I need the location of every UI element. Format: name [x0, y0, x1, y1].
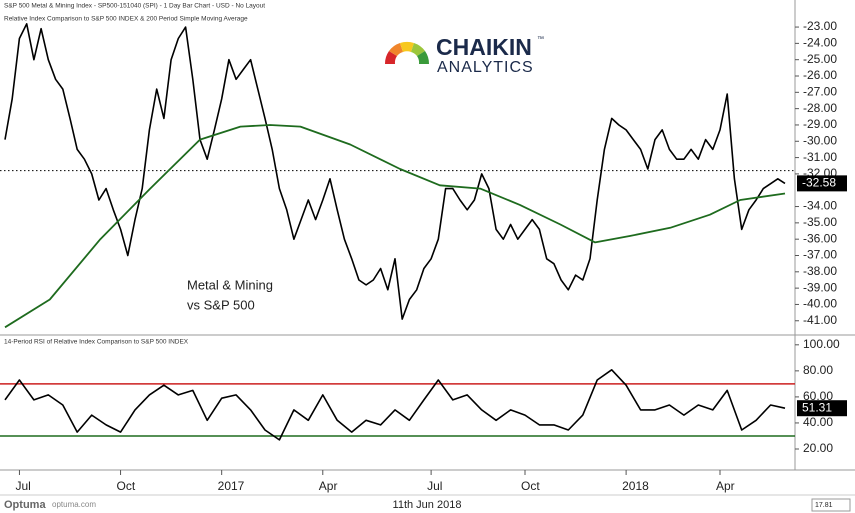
- y-tick-label: -26.00: [803, 68, 837, 82]
- logo-arc: [384, 51, 397, 64]
- x-tick-label: Apr: [319, 479, 338, 493]
- footer-brand: Optuma: [4, 499, 46, 511]
- y-tick-label: -35.00: [803, 215, 837, 229]
- y-tick-label: -40.00: [803, 297, 837, 311]
- y-tick-label: -29.00: [803, 117, 837, 131]
- y-tick-label: -24.00: [803, 36, 837, 50]
- scale-label: 17.81: [815, 502, 833, 509]
- x-tick-label: Oct: [521, 479, 540, 493]
- footer-date: 11th Jun 2018: [393, 499, 462, 511]
- logo-sub: ANALYTICS: [437, 59, 534, 76]
- series-line: [4, 369, 786, 441]
- y-tick-label: -27.00: [803, 84, 837, 98]
- last-value-label: -32.58: [802, 176, 836, 190]
- logo: CHAIKIN ™ ANALYTICS: [384, 34, 544, 76]
- y-tick-label: 40.00: [803, 415, 833, 429]
- x-tick-label: Jul: [427, 479, 442, 493]
- series-line: [4, 124, 786, 329]
- y-tick-label: -39.00: [803, 280, 837, 294]
- y-tick-label: 80.00: [803, 363, 833, 377]
- logo-name: CHAIKIN: [436, 34, 532, 60]
- logo-arc: [400, 41, 414, 52]
- y-tick-label: -41.00: [803, 313, 837, 327]
- header: S&P 500 Metal & Mining Index - SP500-151…: [4, 3, 265, 10]
- last-value-label: 51.31: [802, 400, 832, 414]
- y-tick-label: -34.00: [803, 199, 837, 213]
- x-tick-label: 2018: [622, 479, 649, 493]
- y-tick-label: -31.00: [803, 150, 837, 164]
- x-tick-label: Oct: [117, 479, 136, 493]
- footer-site: optuma.com: [52, 500, 96, 509]
- y-tick-label: 60.00: [803, 389, 833, 403]
- y-tick-label: -25.00: [803, 52, 837, 66]
- x-tick-label: 2017: [218, 479, 245, 493]
- y-tick-label: -30.00: [803, 133, 837, 147]
- y-tick-label: -23.00: [803, 19, 837, 33]
- y-tick-label: -36.00: [803, 231, 837, 245]
- y-tick-label: 20.00: [803, 441, 833, 455]
- scale-box: [811, 498, 851, 512]
- series-line: [4, 23, 786, 320]
- y-tick-label: -38.00: [803, 264, 837, 278]
- y-tick-label: -28.00: [803, 101, 837, 115]
- logo-arc: [417, 51, 430, 64]
- logo-arc: [411, 43, 425, 56]
- annotation: vs S&P 500: [187, 297, 255, 312]
- last-value-box: [797, 175, 847, 192]
- last-value-box: [797, 400, 847, 417]
- logo-tm: ™: [537, 36, 544, 43]
- pane-title: Relative Index Comparison to S&P 500 IND…: [4, 16, 248, 23]
- x-tick-label: Jul: [15, 479, 30, 493]
- logo-arc: [389, 43, 403, 56]
- x-tick-label: Apr: [716, 479, 735, 493]
- y-tick-label: -37.00: [803, 248, 837, 262]
- annotation: Metal & Mining: [187, 277, 273, 292]
- pane-title: 14-Period RSI of Relative Index Comparis…: [4, 339, 189, 346]
- y-tick-label: 100.00: [803, 337, 840, 351]
